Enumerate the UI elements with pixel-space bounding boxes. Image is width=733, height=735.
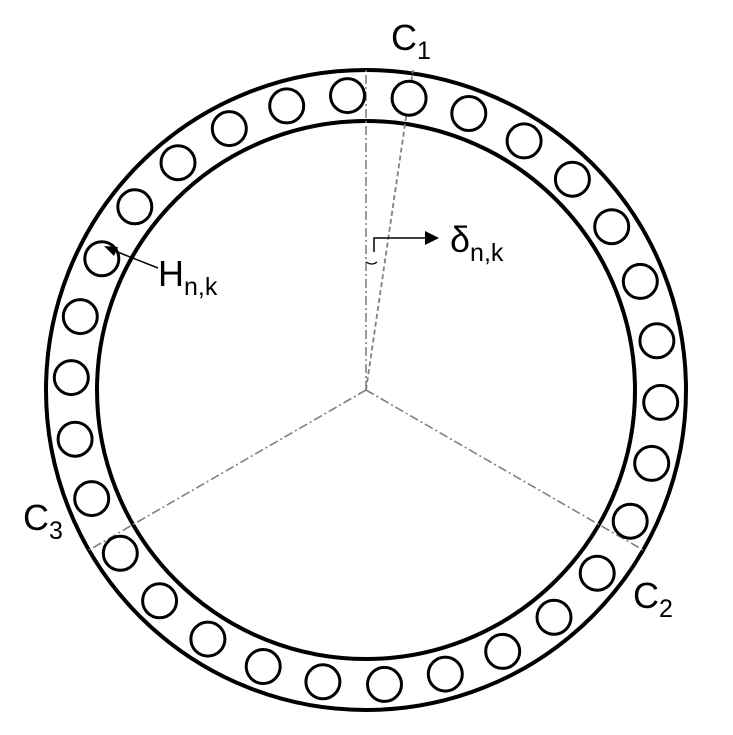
- bolt-hole: [329, 77, 366, 115]
- bolt-hole: [61, 298, 99, 336]
- sector-lines: [88, 70, 644, 551]
- label-h: Hn,k: [158, 253, 218, 301]
- bolt-hole: [268, 87, 306, 125]
- label-c1: C1: [391, 17, 431, 65]
- bolt-hole: [638, 322, 676, 360]
- bolt-hole: [304, 663, 342, 701]
- offset-line: [365, 69, 414, 391]
- bolt-hole: [484, 632, 522, 670]
- bolt-hole: [210, 110, 248, 148]
- bolt-hole: [390, 79, 428, 117]
- bolt-hole: [593, 208, 631, 246]
- angle-pointer: [373, 237, 425, 252]
- bolt-hole: [366, 665, 403, 703]
- angle-arc: [365, 261, 378, 265]
- bolt-hole: [73, 480, 111, 518]
- bolt-holes: [52, 77, 680, 703]
- bolt-hole: [553, 160, 591, 198]
- angle-arrowhead: [425, 231, 439, 245]
- bolt-hole: [621, 262, 659, 300]
- sector-line-c2: [365, 389, 644, 551]
- sector-line-c3: [88, 389, 367, 551]
- bolt-hole: [578, 554, 616, 592]
- bolt-hole: [450, 95, 488, 132]
- bolt-hole: [426, 655, 464, 693]
- bolt-hole: [101, 534, 139, 572]
- bolt-hole: [505, 122, 543, 160]
- bolt-hole: [52, 359, 90, 397]
- bolt-hole: [56, 420, 94, 458]
- label-c2: C2: [633, 575, 673, 623]
- bolt-hole: [244, 648, 282, 685]
- bolt-hole: [611, 502, 649, 540]
- hole-pointer-line: [114, 250, 159, 269]
- bolt-hole: [116, 188, 154, 226]
- bolt-hole: [141, 582, 179, 620]
- bolt-hole: [633, 444, 671, 482]
- label-delta: δn,k: [450, 219, 504, 267]
- bolt-hole: [159, 144, 197, 182]
- bolt-hole: [642, 383, 680, 421]
- bolt-hole: [535, 598, 573, 636]
- label-c3: C3: [23, 497, 63, 545]
- hole-pointer-arrowhead: [104, 246, 118, 256]
- bolt-hole: [189, 620, 227, 658]
